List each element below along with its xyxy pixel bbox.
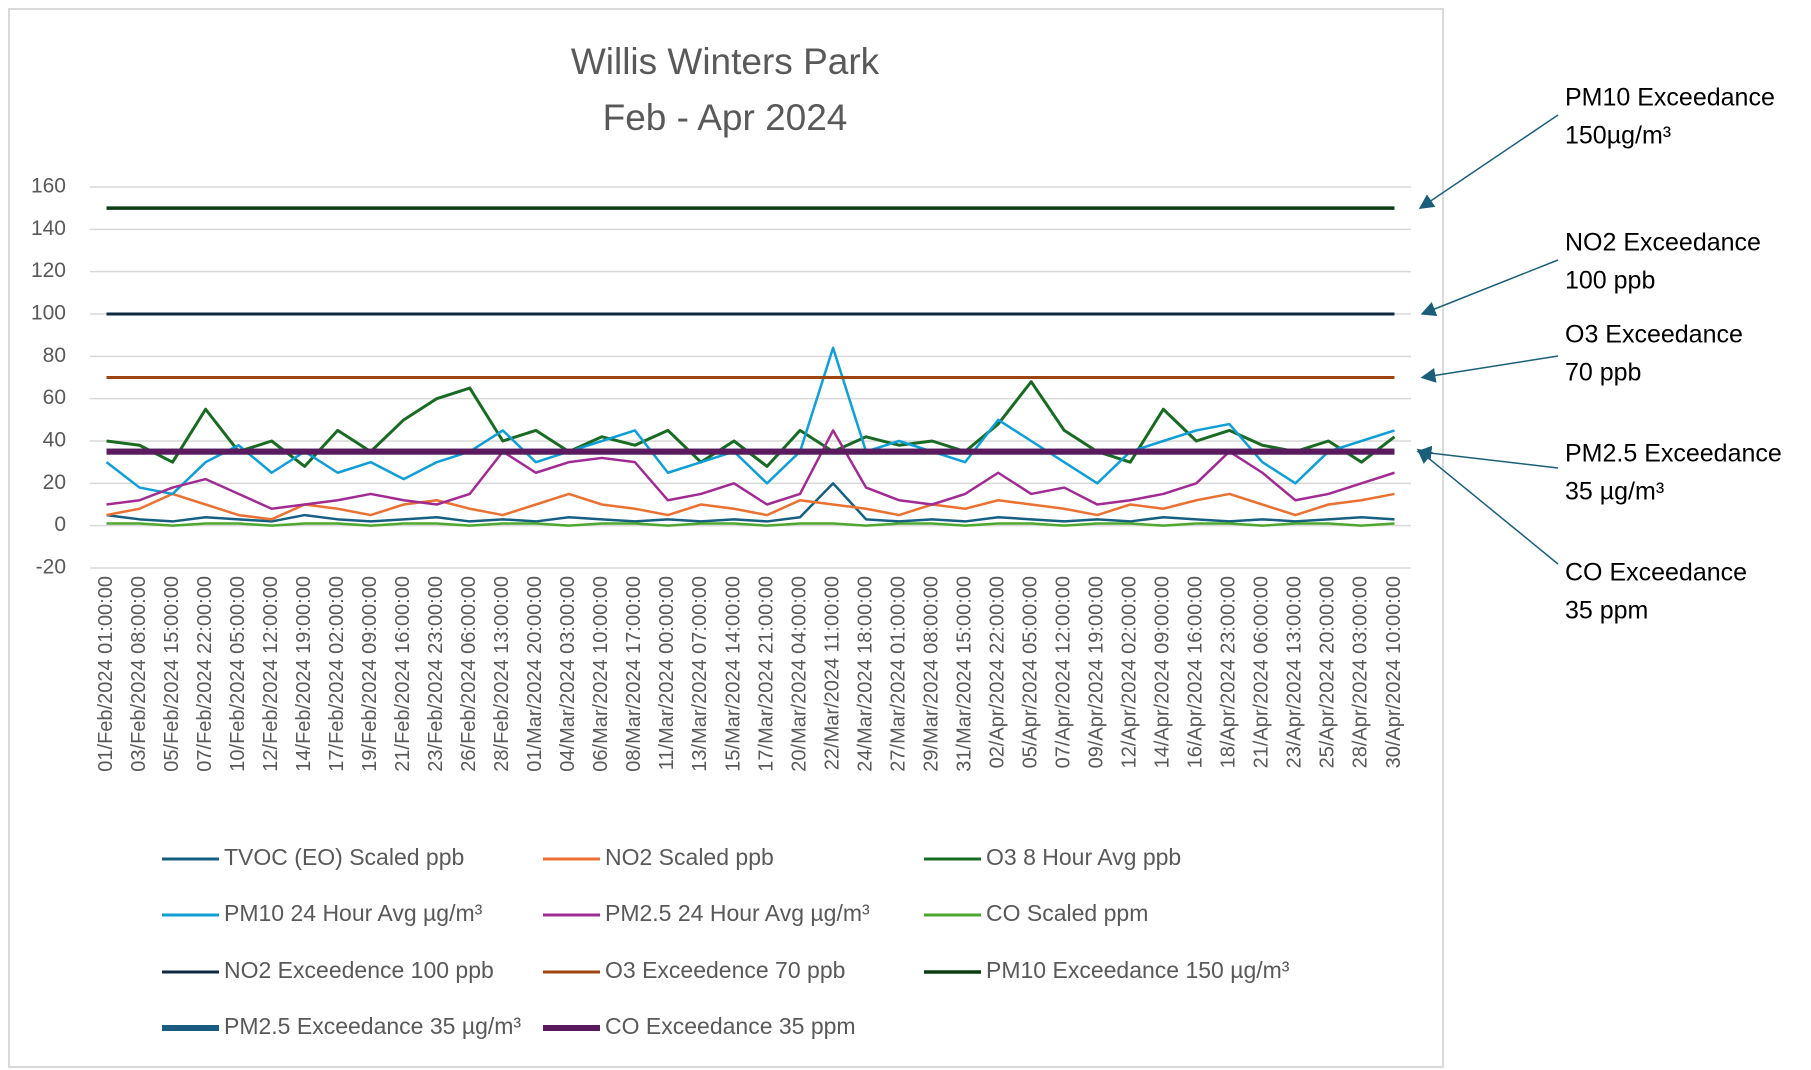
x-tick-label: 05/Apr/2024 05:00:00 — [1019, 576, 1041, 768]
annotation-arrow — [1420, 355, 1559, 383]
x-tick-label: 03/Feb/2024 08:00:00 — [128, 576, 150, 772]
series-line — [106, 482, 1395, 523]
x-tick-label: 31/Mar/2024 15:00:00 — [953, 576, 975, 772]
x-tick-label: 11/Mar/2024 00:00:00 — [656, 576, 678, 770]
x-tick-label: 21/Feb/2024 16:00:00 — [392, 576, 414, 772]
legend-label: CO Exceedance 35 ppm — [605, 1013, 856, 1039]
legend-label: PM10 Exceedance 150 µg/m³ — [986, 957, 1290, 983]
x-tick-label: 02/Apr/2024 22:00:00 — [986, 576, 1008, 768]
x-tick-label: 25/Apr/2024 20:00:00 — [1317, 576, 1339, 768]
x-tick-label: 06/Mar/2024 10:00:00 — [590, 576, 612, 772]
series-line — [106, 429, 1395, 510]
x-tick-label: 09/Apr/2024 19:00:00 — [1086, 576, 1108, 768]
x-tick-label: 12/Apr/2024 02:00:00 — [1119, 576, 1141, 768]
y-tick-label: 120 — [31, 259, 66, 282]
legend-label: PM2.5 24 Hour Avg µg/m³ — [605, 900, 870, 926]
annotation-text: O3 Exceedance — [1565, 321, 1743, 349]
x-tick-label: 30/Apr/2024 10:00:00 — [1383, 576, 1405, 768]
chart-subtitle: Feb - Apr 2024 — [603, 97, 848, 138]
x-tick-label: 17/Feb/2024 02:00:00 — [326, 576, 348, 772]
x-tick-label: 23/Feb/2024 23:00:00 — [425, 576, 447, 772]
y-tick-label: 100 — [31, 302, 66, 325]
legend-label: PM2.5 Exceedance 35 µg/m³ — [224, 1013, 521, 1039]
annotation-text: 150µg/m³ — [1565, 122, 1671, 150]
chart-frame — [8, 8, 1444, 1068]
x-tick-label: 21/Apr/2024 06:00:00 — [1251, 576, 1273, 768]
x-tick-label: 07/Feb/2024 22:00:00 — [194, 576, 216, 772]
annotation-arrow — [1418, 114, 1559, 210]
x-tick-label: 12/Feb/2024 12:00:00 — [260, 576, 282, 772]
annotation-text: NO2 Exceedance — [1565, 229, 1761, 257]
y-tick-label: 60 — [43, 386, 66, 409]
x-tick-label: 28/Feb/2024 13:00:00 — [491, 576, 513, 772]
y-tick-label: 40 — [43, 429, 66, 452]
y-tick-label: 140 — [31, 217, 66, 240]
series-line — [106, 492, 1395, 521]
x-tick-label: 28/Apr/2024 03:00:00 — [1350, 576, 1372, 768]
annotation-arrow — [1416, 445, 1559, 469]
x-tick-label: 19/Feb/2024 09:00:00 — [359, 576, 381, 772]
legend-label: CO Scaled ppm — [986, 900, 1148, 926]
x-tick-label: 14/Feb/2024 19:00:00 — [293, 576, 315, 772]
y-tick-label: 80 — [43, 344, 66, 367]
legend-label: TVOC (EO) Scaled ppb — [224, 844, 464, 870]
x-tick-label: 24/Mar/2024 18:00:00 — [854, 576, 876, 772]
x-tick-label: 26/Feb/2024 06:00:00 — [458, 576, 480, 772]
legend-label: NO2 Scaled ppb — [605, 844, 774, 870]
annotation-arrow — [1420, 259, 1559, 316]
annotation-text: 70 ppb — [1565, 359, 1641, 387]
annotation-text: CO Exceedance — [1565, 559, 1747, 587]
annotation-text: 35 ppm — [1565, 597, 1648, 625]
legend-label: O3 Exceedence 70 ppb — [605, 957, 845, 983]
x-tick-label: 01/Mar/2024 20:00:00 — [524, 576, 546, 772]
annotation-arrow — [1416, 448, 1559, 565]
x-tick-label: 15/Mar/2024 14:00:00 — [722, 576, 744, 772]
y-tick-label: 0 — [54, 513, 66, 536]
x-tick-label: 07/Apr/2024 12:00:00 — [1053, 576, 1075, 768]
y-tick-label: 160 — [31, 175, 66, 198]
chart-title: Willis Winters Park — [571, 41, 880, 82]
series-line — [105, 346, 1395, 496]
x-tick-label: 20/Mar/2024 04:00:00 — [788, 576, 810, 772]
x-tick-label: 27/Mar/2024 01:00:00 — [887, 576, 909, 772]
x-tick-label: 14/Apr/2024 09:00:00 — [1152, 576, 1174, 768]
annotation-text: PM10 Exceedance — [1565, 84, 1775, 112]
y-tick-label: 20 — [43, 471, 66, 494]
x-tick-label: 18/Apr/2024 23:00:00 — [1218, 576, 1240, 768]
x-tick-label: 23/Apr/2024 13:00:00 — [1284, 576, 1306, 768]
legend-label: NO2 Exceedence 100 ppb — [224, 957, 494, 983]
annotation-text: PM2.5 Exceedance — [1565, 440, 1782, 468]
x-tick-label: 01/Feb/2024 01:00:00 — [95, 576, 117, 772]
x-tick-label: 22/Mar/2024 11:00:00 — [821, 576, 843, 770]
annotation-text: 100 ppb — [1565, 267, 1655, 295]
annotation-text: 35 µg/m³ — [1565, 478, 1664, 506]
legend-label: O3 8 Hour Avg ppb — [986, 844, 1181, 870]
x-tick-label: 29/Mar/2024 08:00:00 — [920, 576, 942, 772]
x-tick-label: 08/Mar/2024 17:00:00 — [623, 576, 645, 772]
legend-label: PM10 24 Hour Avg µg/m³ — [224, 900, 483, 926]
x-tick-label: 16/Apr/2024 16:00:00 — [1185, 576, 1207, 768]
x-tick-label: 17/Mar/2024 21:00:00 — [755, 576, 777, 772]
x-tick-label: 13/Mar/2024 07:00:00 — [689, 576, 711, 772]
series-line — [106, 522, 1395, 527]
y-tick-label: -20 — [36, 556, 66, 579]
x-tick-label: 10/Feb/2024 05:00:00 — [227, 576, 249, 772]
x-tick-label: 04/Mar/2024 03:00:00 — [557, 576, 579, 772]
x-tick-label: 05/Feb/2024 15:00:00 — [161, 576, 183, 772]
